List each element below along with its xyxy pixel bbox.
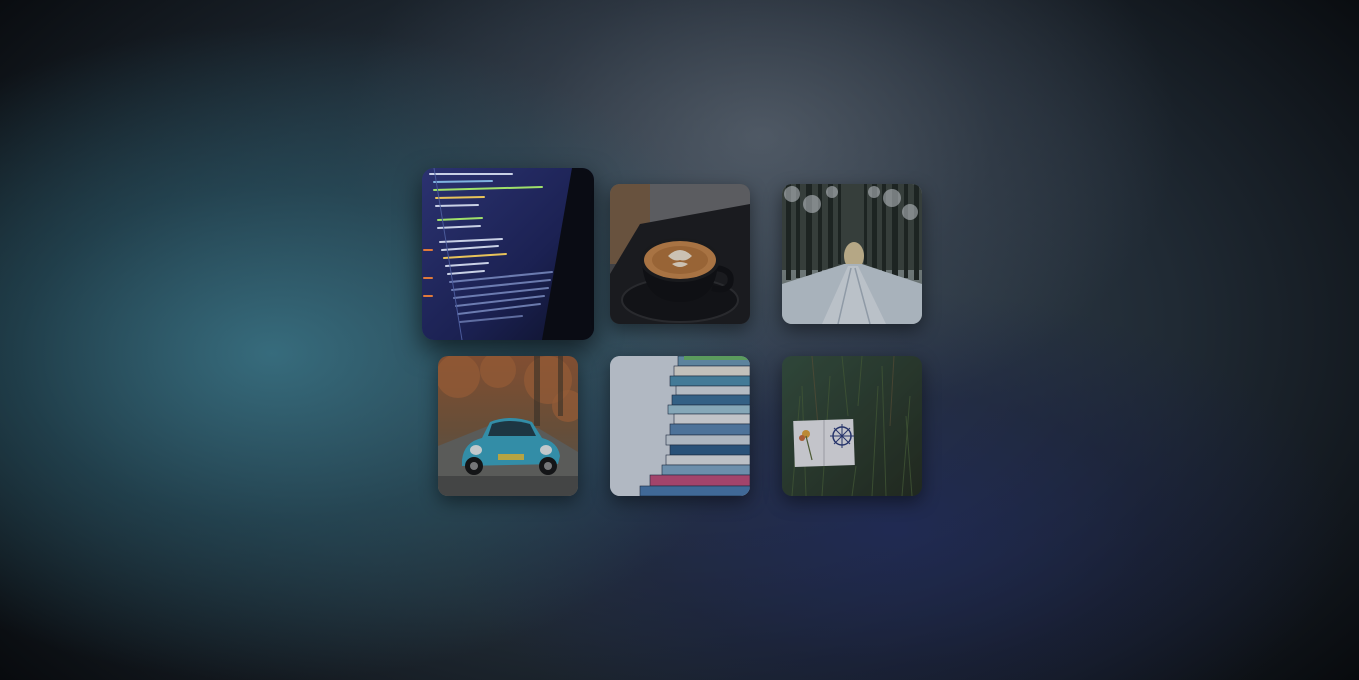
stacked-books-photo: [610, 356, 750, 496]
gallery-tile-forest-photo[interactable]: [782, 184, 922, 324]
gallery-tile-car-photo[interactable]: [438, 356, 578, 496]
latte-cup-photo: [610, 184, 750, 324]
gallery-tile-code-photo[interactable]: [422, 168, 594, 340]
code-on-monitor-photo: [422, 168, 594, 340]
snowy-forest-road-photo: [782, 184, 922, 324]
gallery-tile-grass-photo[interactable]: [782, 356, 922, 496]
gallery-tile-books-photo[interactable]: [610, 356, 750, 496]
notebook-in-grass-photo: [782, 356, 922, 496]
gallery-tile-coffee-photo[interactable]: [610, 184, 750, 324]
vintage-blue-car-photo: [438, 356, 578, 496]
